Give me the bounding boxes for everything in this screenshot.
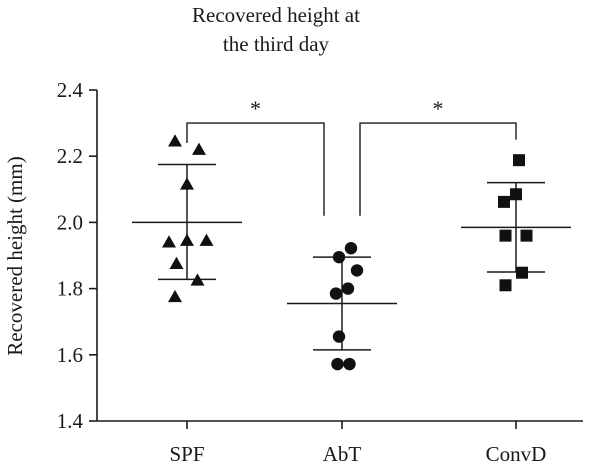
significance-bracket <box>359 122 517 216</box>
x-tick-label: AbT <box>323 442 362 466</box>
data-point-square <box>520 229 533 242</box>
y-tick-label: 2.0 <box>57 210 83 234</box>
y-axis-label: Recovered height (mm) <box>3 156 27 355</box>
data-point-square <box>499 279 512 292</box>
data-point-triangle <box>162 235 176 248</box>
data-point-square <box>516 266 528 279</box>
data-point-circle <box>341 282 355 295</box>
data-point-triangle <box>168 289 182 303</box>
data-point-triangle <box>169 256 184 270</box>
y-tick-label: 1.8 <box>57 277 83 301</box>
y-tick-label: 2.4 <box>57 78 84 102</box>
plot-area: 1.4 1.6 1.8 2.0 2.2 2.4 SPF AbT ConvD * * <box>57 78 583 466</box>
y-tick-label: 1.4 <box>57 409 84 433</box>
chart-title-line-2: the third day <box>223 32 330 56</box>
data-point-circle <box>329 287 343 300</box>
data-point-circle <box>332 250 346 264</box>
data-point-square <box>513 154 525 167</box>
data-point-triangle <box>190 273 205 286</box>
data-point-circle <box>331 357 344 371</box>
chart-title-line-1: Recovered height at <box>192 3 360 27</box>
data-point-square <box>498 195 510 208</box>
data-point-square <box>510 188 522 201</box>
data-point-circle <box>350 264 364 277</box>
x-tick-label: ConvD <box>486 442 547 466</box>
significance-label: * <box>433 96 444 121</box>
y-tick-label: 1.6 <box>57 343 83 367</box>
data-point-circle <box>344 242 358 255</box>
data-point-triangle <box>168 134 182 147</box>
significance-bracket <box>186 122 325 216</box>
data-point-triangle <box>192 142 206 155</box>
y-tick-label: 2.2 <box>57 144 83 168</box>
data-point-circle <box>332 330 346 343</box>
significance-label: * <box>250 96 261 121</box>
data-point-circle <box>343 357 356 371</box>
x-tick-label: SPF <box>169 442 204 466</box>
data-point-triangle <box>180 233 194 246</box>
data-point-triangle <box>199 233 214 246</box>
data-point-triangle <box>180 177 194 190</box>
data-point-square <box>499 229 512 242</box>
